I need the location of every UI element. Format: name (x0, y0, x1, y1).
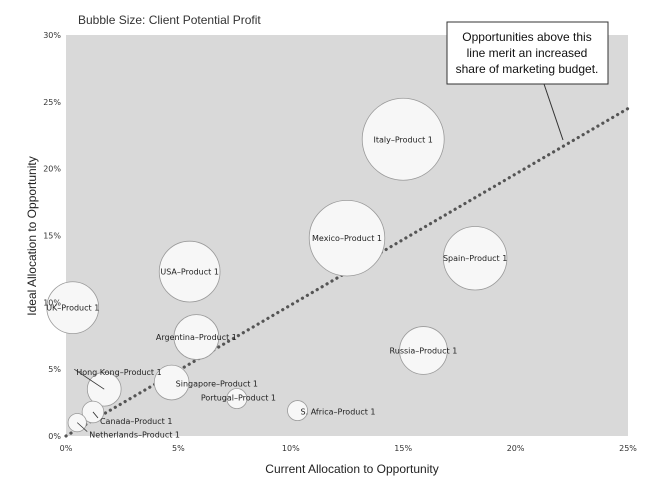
y-tick-label: 30% (43, 31, 61, 40)
callout-box (446, 21, 609, 85)
bubble (287, 400, 308, 422)
bubble-label: S. Africa–Product 1 (301, 408, 376, 417)
callout-pointer (543, 83, 564, 141)
bubble-label: Mexico–Product 1 (312, 234, 382, 243)
bubble-label: Spain–Product 1 (443, 254, 507, 263)
y-tick-label: 10% (43, 298, 61, 307)
y-tick-label: 15% (43, 232, 61, 241)
bubble-label: Hong Kong–Product 1 (76, 368, 162, 377)
tick-layer: 0% 5% 10% 15% 20% 25% 0% 5% 10% 15% 20% 25% 30% (43, 31, 637, 453)
bubble-label: Portugal–Product 1 (201, 394, 276, 403)
bubble-label: Netherlands–Product 1 (89, 431, 180, 440)
bubble-label: USA–Product 1 (160, 268, 219, 277)
chart-subtitle: Bubble Size: Client Potential Profit (78, 13, 261, 27)
bubble (361, 97, 445, 181)
callout-line-2: line merit an increased (467, 46, 588, 60)
x-tick-label: 10% (282, 444, 300, 453)
y-tick-label: 5% (48, 365, 61, 374)
bubble (226, 388, 248, 410)
x-tick-label: 25% (619, 444, 637, 453)
x-axis-title: Current Allocation to Opportunity (265, 462, 438, 476)
label-leader (73, 368, 105, 390)
callout-line-3: share of marketing budget. (456, 62, 599, 76)
bubble-label: Canada–Product 1 (100, 417, 172, 426)
callout: Opportunities above this line merit an i… (446, 21, 609, 141)
bubble (158, 240, 221, 303)
label-leader (76, 422, 88, 432)
bubble-label: Russia–Product 1 (390, 346, 458, 355)
bubble-label: UK–Product 1 (46, 304, 99, 313)
bubble-label-layer: Italy–Product 1 Mexico–Product 1 Spain–Pro… (46, 135, 507, 439)
y-tick-label: 25% (43, 98, 61, 107)
x-tick-label: 5% (172, 444, 185, 453)
bubble (308, 199, 386, 277)
label-leader (92, 411, 99, 419)
bubble-label: Singapore–Product 1 (176, 380, 258, 389)
x-tick-label: 20% (507, 444, 525, 453)
callout-line-1: Opportunities above this (462, 30, 591, 44)
bubble (399, 326, 448, 375)
bubble (46, 281, 100, 335)
bubble (442, 226, 508, 291)
bubble-layer (46, 97, 508, 433)
bubble-label: Italy–Product 1 (374, 135, 433, 144)
bubble (173, 314, 220, 360)
y-tick-label: 0% (48, 432, 61, 441)
y-tick-label: 20% (43, 165, 61, 174)
x-tick-label: 15% (394, 444, 412, 453)
x-tick-label: 0% (60, 444, 73, 453)
bubble-label: Argentina–Product 1 (156, 333, 237, 342)
bubble (153, 364, 190, 401)
y-axis-title: Ideal Allocation to Opportunity (25, 156, 39, 315)
